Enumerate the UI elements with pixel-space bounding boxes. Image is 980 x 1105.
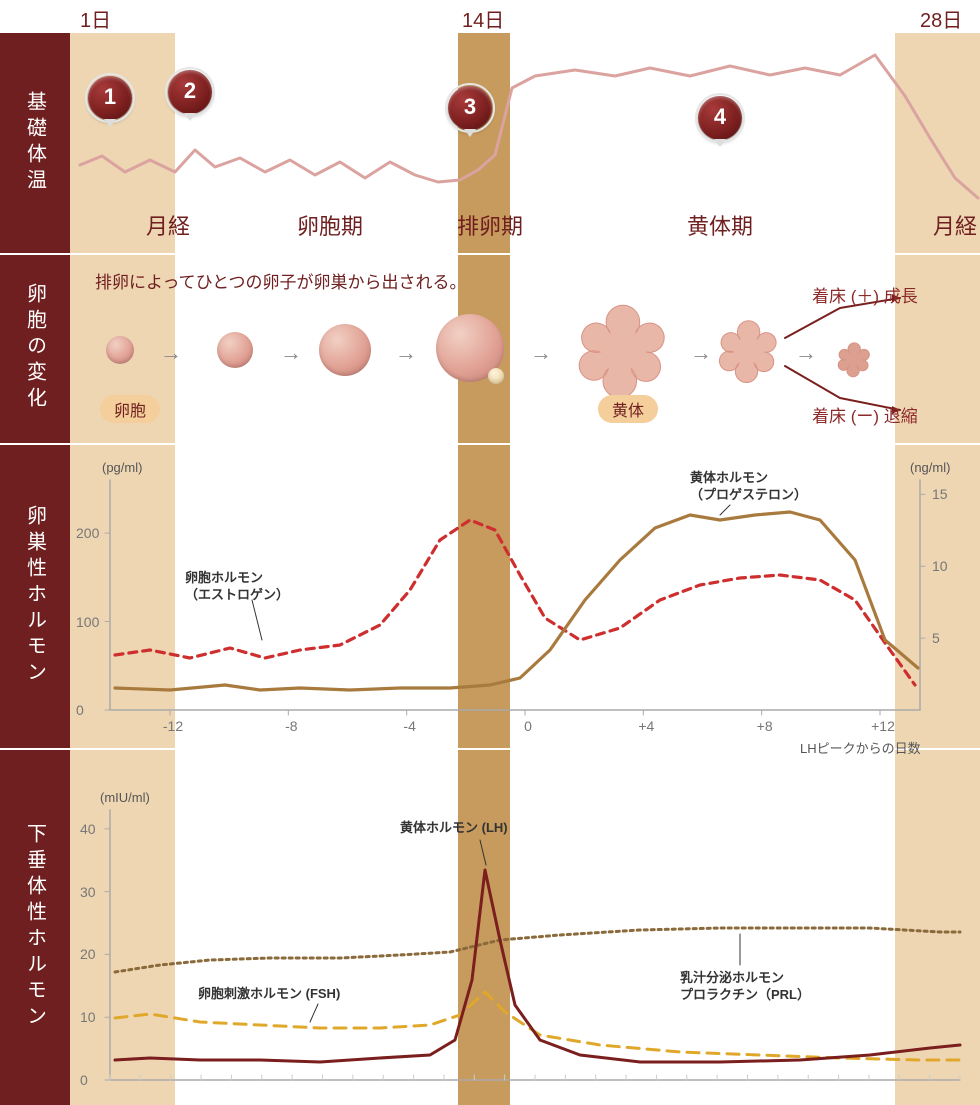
phase-menstruation: 月経	[895, 209, 980, 1095]
row-label-bbt: 基礎体温	[0, 33, 70, 253]
axis-text: +12	[868, 718, 898, 734]
axis-text: (pg/ml)	[102, 460, 142, 475]
arrow-icon: →	[280, 340, 302, 366]
pill-label: 黄体	[598, 395, 658, 423]
implantation-label: 着床 (ー) 退縮	[812, 402, 918, 427]
corpus-luteum-1	[579, 305, 664, 398]
axis-text: 30	[80, 884, 96, 900]
arrow-icon: →	[530, 340, 552, 366]
day-marker: 28日	[920, 4, 962, 33]
implantation-label: 着床 (＋) 成長	[812, 282, 918, 307]
axis-text: -4	[395, 718, 425, 734]
series-label: 黄体ホルモン（プロゲステロン）	[690, 470, 807, 504]
series-label: 卵胞ホルモン（エストロゲン）	[185, 570, 289, 604]
arrow-icon: →	[395, 340, 417, 366]
row-label-ovarian: 卵巣性ホルモン	[0, 443, 70, 748]
row-label-follicle: 卵胞の変化	[0, 253, 70, 443]
axis-text: +8	[750, 718, 780, 734]
follicle-stage-1	[106, 336, 134, 364]
pin-1: 1	[88, 76, 132, 120]
axis-text: LHピークからの日数	[800, 738, 921, 757]
axis-text: 0	[80, 1072, 88, 1088]
axis-text: 100	[76, 614, 99, 630]
pin-3: 3	[448, 86, 492, 130]
follicle-note: 排卵によってひとつの卵子が卵巣から出される。	[95, 268, 466, 293]
arrow-icon: →	[160, 340, 182, 366]
day-marker: 1日	[80, 4, 111, 33]
bbt-line	[80, 55, 978, 198]
axis-text: 20	[80, 946, 96, 962]
axis-text: 40	[80, 821, 96, 837]
axis-text: -8	[276, 718, 306, 734]
arrow-icon: →	[690, 340, 712, 366]
axis-text: 10	[932, 558, 948, 574]
follicle-stage-3	[319, 324, 371, 376]
axis-text: 200	[76, 525, 99, 541]
day-marker: 14日	[462, 4, 504, 33]
pill-label: 卵胞	[100, 395, 160, 423]
estrogen-pointer	[252, 600, 262, 640]
arrow-icon: →	[795, 340, 817, 366]
axis-text: 5	[932, 630, 940, 646]
axis-text: +4	[631, 718, 661, 734]
axis-text: (mIU/ml)	[100, 790, 150, 805]
corpus-luteum-3	[838, 343, 869, 377]
axis-text: 15	[932, 486, 948, 502]
axis-text: -12	[158, 718, 188, 734]
ovum-icon	[488, 368, 504, 384]
phase-luteal: 黄体期	[660, 209, 780, 1095]
pin-4: 4	[698, 96, 742, 140]
axis-text: 0	[513, 718, 543, 734]
row-label-pituitary: 下垂体性ホルモン	[0, 748, 70, 1105]
pin-2: 2	[168, 70, 212, 114]
axis-text: (ng/ml)	[910, 460, 950, 475]
axis-text: 10	[80, 1009, 96, 1025]
follicle-stage-2	[217, 332, 253, 368]
axis-text: 0	[76, 702, 84, 718]
